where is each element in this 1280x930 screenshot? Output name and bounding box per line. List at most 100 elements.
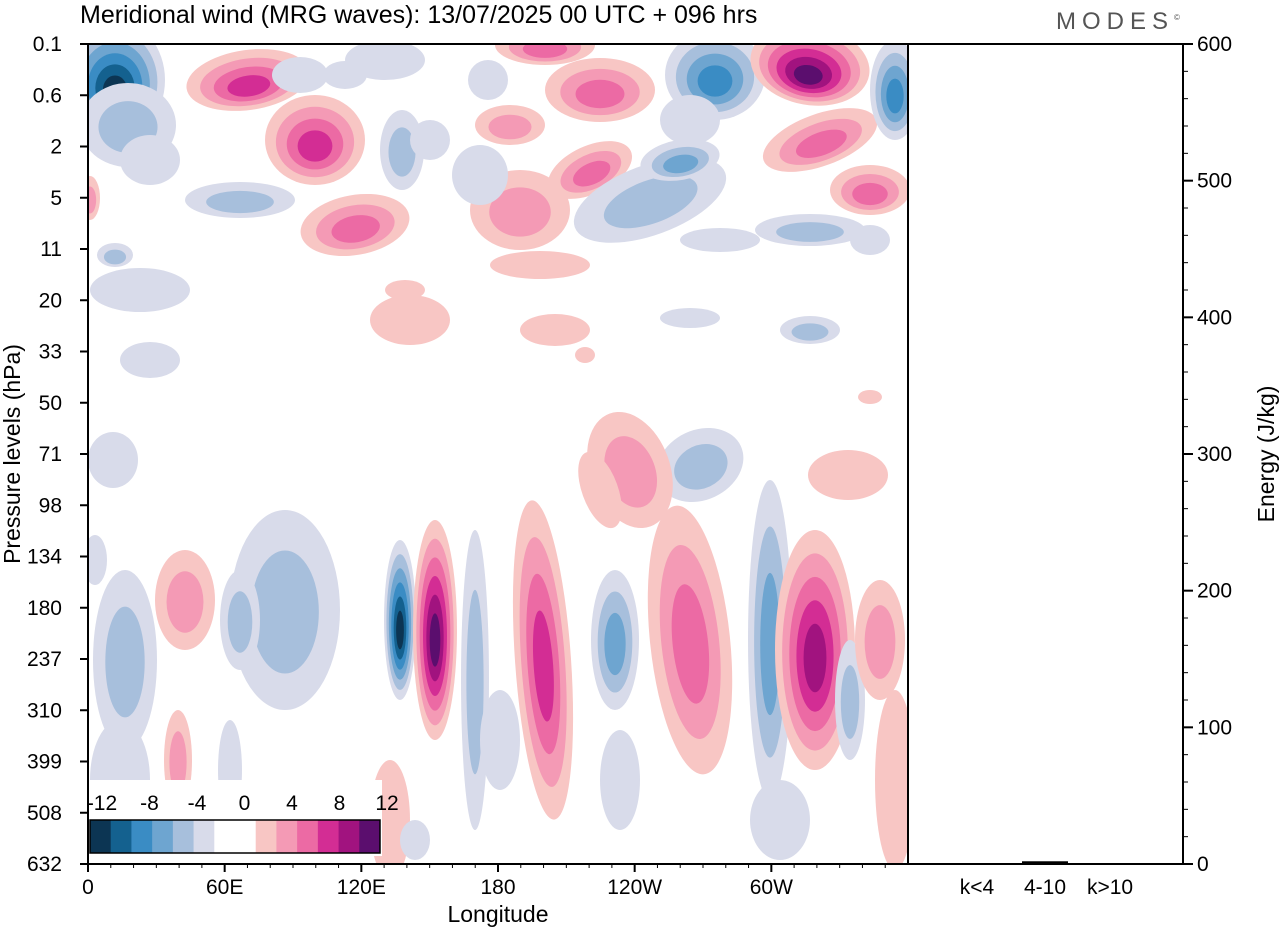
y-tick-label: 50 (39, 392, 62, 415)
contour-band (88, 432, 138, 488)
colorbar-swatch (297, 820, 319, 853)
contour-band (206, 190, 274, 214)
modes-logo: MODES© (1056, 8, 1180, 36)
contour-band (573, 160, 611, 187)
contour-band (875, 690, 908, 864)
x-tick-label: 60E (206, 876, 243, 899)
contour-band (90, 268, 190, 312)
contour-band (791, 323, 829, 341)
contour-cell (265, 95, 365, 185)
colorbar-label: 12 (375, 792, 398, 815)
colorbar-label: 0 (239, 792, 251, 815)
colorbar-swatch (255, 820, 277, 853)
energy-axis-label: Energy (J/kg) (1253, 386, 1279, 523)
contour-band (396, 610, 404, 650)
contour-band (776, 222, 844, 242)
contour-band (400, 820, 430, 860)
contour-band (520, 314, 590, 346)
contour-cell (475, 105, 545, 145)
y-tick-label: 310 (27, 699, 62, 722)
contour-band (600, 730, 640, 830)
contour-cell (575, 347, 595, 363)
contour-band (429, 613, 441, 667)
contour-band (795, 129, 847, 158)
contour-band (103, 249, 127, 265)
colorbar-swatch (193, 820, 215, 853)
x-tick-label: 120W (607, 876, 662, 899)
contour-cell (88, 535, 107, 585)
contour-band (297, 130, 333, 162)
contour-band (385, 280, 425, 300)
colorbar-swatch (172, 820, 195, 853)
contour-cell (755, 214, 865, 246)
colorbar-label: -8 (140, 792, 159, 815)
contour-band (858, 390, 882, 404)
contour-band (480, 690, 520, 790)
contour-band (793, 64, 823, 85)
y-tick-label: 134 (27, 546, 62, 569)
x-tick-label: 0 (82, 876, 94, 899)
pressure-axis: 0.1 0.6 2 5 11 20 33 50 71 98 134 180 237 310 399 508 63… (27, 33, 88, 876)
x-tick-label: 120E (337, 876, 386, 899)
contour-cell (647, 505, 733, 775)
contour-cell (155, 550, 215, 650)
contour-cell (400, 820, 430, 860)
energy-tick-label: 100 (1197, 716, 1232, 739)
contour-band (169, 731, 187, 793)
logo-text: MODES (1056, 8, 1175, 35)
contour-band (468, 60, 508, 100)
energy-category-label: k>10 (1087, 876, 1133, 899)
colorbar-swatch (152, 820, 174, 853)
contour-band (88, 186, 97, 214)
contour-band (532, 610, 554, 722)
y-tick-label: 180 (27, 597, 62, 620)
colorbar-swatch (110, 820, 132, 853)
contour-band (331, 215, 380, 243)
y-tick-label: 33 (39, 341, 62, 364)
colorbar-label: -4 (188, 792, 207, 815)
contour-cell (748, 480, 792, 800)
contour-cell (272, 57, 328, 93)
energy-category-label: 4-10 (1024, 876, 1066, 899)
y-tick-label: 0.1 (33, 33, 62, 56)
contour-band (578, 451, 622, 529)
colorbar-swatch (338, 820, 360, 853)
contour-band (750, 780, 810, 860)
longitude-axis: 0 60E 120E 180 120W 60W (82, 864, 886, 899)
contour-cell (870, 44, 908, 140)
contour-cell (512, 500, 574, 820)
x-tick-label: 180 (480, 876, 515, 899)
energy-tick-label: 500 (1197, 170, 1232, 193)
contour-band (663, 154, 699, 174)
contour-band (575, 79, 625, 109)
contour-cell (775, 530, 855, 770)
energy-bar (1090, 863, 1130, 865)
contour-band (603, 175, 698, 229)
contour-cell (875, 690, 908, 864)
contour-cell (97, 243, 133, 267)
colorbar-swatch (214, 820, 236, 853)
contour-cell (835, 640, 865, 760)
contour-cell (345, 44, 425, 80)
contour-cell (120, 342, 180, 378)
contour-band (490, 251, 590, 279)
colorbar-swatch (276, 820, 298, 853)
contour-cell (88, 176, 100, 220)
contour-cell (385, 280, 425, 300)
energy-axis: 0 100 200 300 400 500 600 (1183, 33, 1232, 876)
contour-band (272, 57, 328, 93)
contour-band (840, 665, 860, 739)
contour-cell (452, 145, 508, 205)
energy-tick-label: 0 (1197, 853, 1209, 876)
contour-cell (300, 193, 410, 257)
contour-band (671, 584, 710, 704)
contour-cell (578, 451, 622, 529)
colorbar-label: 4 (286, 792, 298, 815)
contour-band (604, 612, 626, 676)
energy-category-label: k<4 (960, 876, 995, 899)
contour-band (697, 65, 733, 97)
contour-cell (461, 530, 489, 830)
contour-band (410, 120, 450, 160)
energy-tick-label: 300 (1197, 443, 1232, 466)
